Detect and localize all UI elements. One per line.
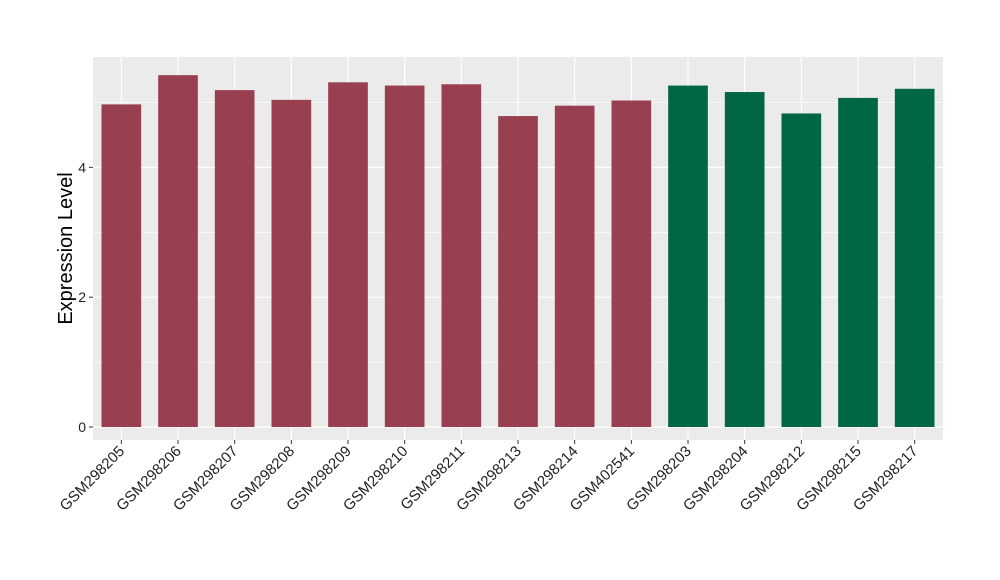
bars [101, 75, 935, 428]
bar [724, 92, 765, 428]
bar [101, 104, 142, 428]
bar [781, 113, 822, 428]
y-axis: 0 2 4 [78, 159, 93, 435]
bar [214, 90, 255, 428]
bar [328, 82, 368, 428]
x-axis: GSM298205GSM298206GSM298207GSM298208GSM2… [57, 440, 921, 514]
bar [271, 99, 312, 428]
y-tick-label: 0 [78, 419, 86, 435]
bar [441, 84, 482, 428]
bar [554, 105, 595, 428]
bar [838, 97, 878, 428]
bar [894, 88, 935, 428]
y-tick-label: 2 [78, 289, 86, 305]
bar [498, 116, 538, 428]
bar [384, 85, 425, 428]
y-tick-label: 4 [78, 159, 86, 175]
bar [668, 85, 708, 428]
y-axis-title: Expression Level [55, 172, 77, 324]
bar [158, 75, 198, 428]
bar [611, 100, 652, 428]
